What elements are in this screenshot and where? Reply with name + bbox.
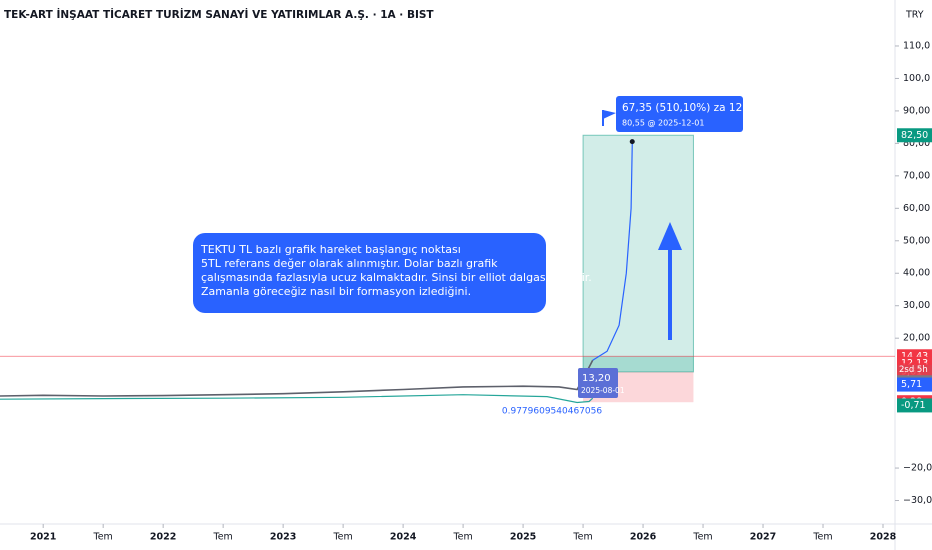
x-tick-label: 2024: [390, 532, 417, 543]
countdown-bg: [897, 363, 932, 376]
y-tick-label: −20,00: [903, 463, 932, 474]
y-tick-label: 50,00: [903, 235, 930, 246]
target-date: 80,55 @ 2025-12-01: [622, 119, 704, 128]
x-tick-label: 2027: [750, 532, 776, 543]
x-tick-label: Tem: [692, 532, 712, 543]
start-box: [578, 368, 618, 398]
axis-badge: [897, 128, 932, 143]
countdown: 2sd 5h: [899, 365, 928, 375]
low-label: 0.9779609540467056: [502, 407, 602, 417]
note-box: [193, 233, 546, 313]
x-tick-label: 2028: [870, 532, 897, 543]
series-line: [0, 359, 594, 397]
y-tick-label: 70,00: [903, 170, 930, 181]
y-tick-label: 80,00: [903, 138, 930, 149]
x-tick-label: 2023: [270, 532, 296, 543]
y-tick-label: 110,0: [903, 40, 930, 51]
y-tick-label: 60,00: [903, 203, 930, 214]
currency: TRY: [905, 10, 924, 21]
flag-icon: [602, 110, 616, 126]
note-line: Zamanla göreceğiz nasıl bir formasyon iz…: [201, 285, 471, 298]
target-label: 67,35 (510,10%) za 121g 23s: [622, 102, 778, 114]
note-line: TEKTU TL bazlı grafik hareket başlangıç …: [200, 243, 461, 256]
series-line: [0, 394, 594, 404]
chart-title: TEK-ART İNŞAAT TİCARET TURİZM SANAYİ VE …: [4, 7, 434, 21]
start-date: 2025-08-01: [581, 386, 625, 395]
arrow: [658, 222, 682, 340]
x-tick-label: Tem: [572, 532, 592, 543]
axis-badge-label: -0,71: [901, 400, 926, 411]
axis-badge-label: 82,50: [901, 130, 928, 141]
x-tick-label: 2021: [30, 532, 56, 543]
y-tick-label: 20,00: [903, 333, 930, 344]
axis-badge-label: 5,71: [901, 379, 922, 390]
x-tick-label: Tem: [332, 532, 352, 543]
x-tick-label: 2026: [630, 532, 657, 543]
start-label: 13,20: [582, 373, 611, 384]
y-tick-label: 30,00: [903, 300, 930, 311]
axis-badge: [897, 398, 932, 413]
y-tick-label: 40,00: [903, 268, 930, 279]
x-tick-label: Tem: [213, 532, 233, 543]
note-line: 5TL referans değer olarak alınmıştır. Do…: [201, 257, 498, 270]
y-tick-label: −30,00: [903, 495, 932, 506]
x-tick-label: Tem: [812, 532, 832, 543]
x-tick-label: Tem: [452, 532, 472, 543]
y-tick-label: 100,0: [903, 73, 930, 84]
x-tick-label: Tem: [93, 532, 113, 543]
y-tick-label: 90,00: [903, 105, 930, 116]
axis-badge-label: 14,43: [901, 351, 928, 362]
axis-badge: [897, 377, 932, 392]
note-line: çalışmasında fazlasıyla ucuz kalmaktadır…: [201, 271, 592, 284]
x-tick-label: 2022: [150, 532, 176, 543]
position-target: [582, 134, 694, 373]
series-line: [592, 141, 633, 361]
target-point: [629, 139, 635, 145]
x-tick-label: 2025: [510, 532, 536, 543]
target-box: [616, 96, 743, 132]
